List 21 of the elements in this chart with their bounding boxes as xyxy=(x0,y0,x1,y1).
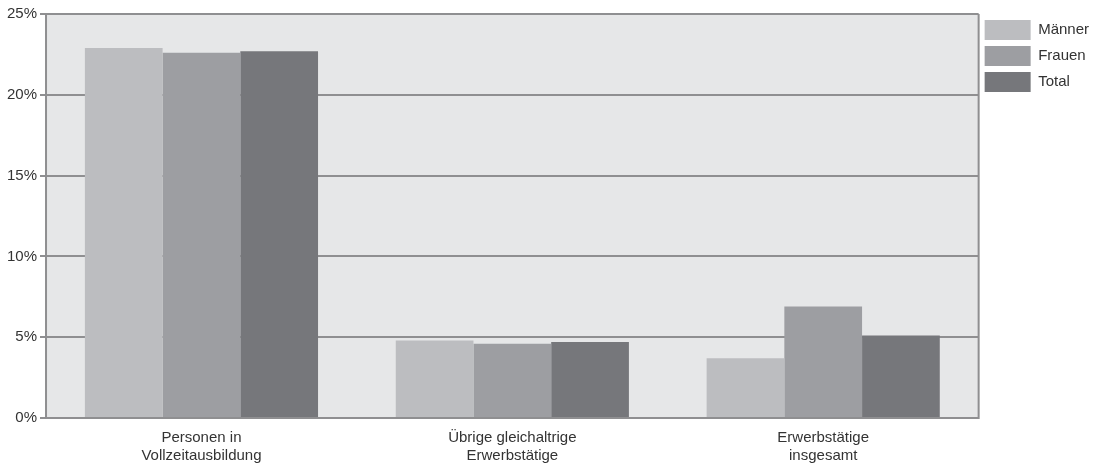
x-tick-label: Personen in Vollzeitausbildung xyxy=(141,428,262,464)
legend-label: Männer xyxy=(1038,20,1089,38)
bar xyxy=(162,52,241,417)
y-tick-label: 5% xyxy=(15,327,38,345)
bar xyxy=(706,358,785,417)
y-tick-label: 20% xyxy=(6,84,38,102)
bar xyxy=(784,306,863,417)
y-tick-label: 15% xyxy=(6,165,38,183)
y-tick-label: 25% xyxy=(6,4,38,22)
y-tick-label: 0% xyxy=(15,408,38,426)
legend-label: Frauen xyxy=(1038,46,1086,64)
x-tick-label: Erwerbstätige insgesamt xyxy=(777,428,870,464)
y-tick-label: 10% xyxy=(6,246,38,264)
bar xyxy=(862,335,940,417)
bar xyxy=(240,51,319,417)
bar xyxy=(395,340,474,417)
bar xyxy=(84,47,163,417)
bar xyxy=(473,343,552,417)
x-tick-label: Übrige gleichaltrige Erwerbstätige xyxy=(448,428,577,464)
bar xyxy=(551,342,629,417)
legend-label: Total xyxy=(1038,72,1070,90)
